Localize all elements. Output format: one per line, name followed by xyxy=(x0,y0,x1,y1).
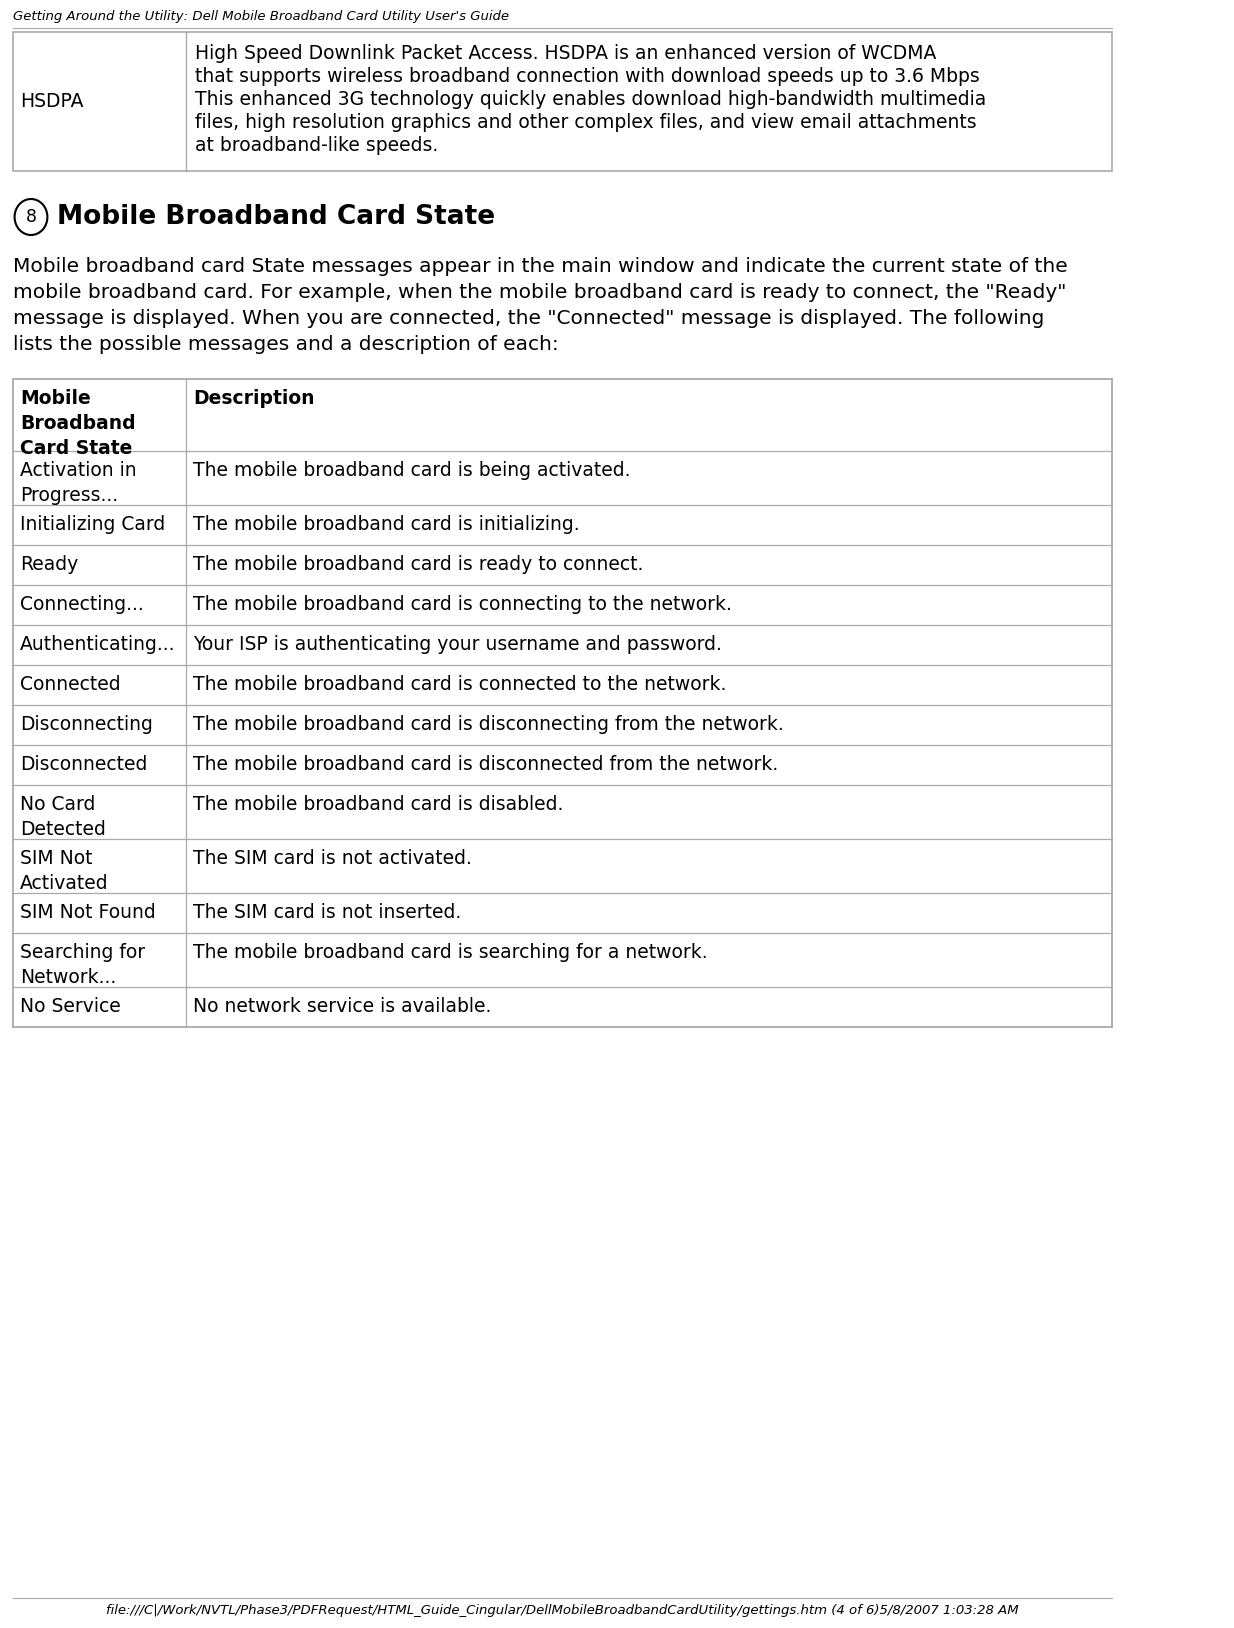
Text: No Card
Detected: No Card Detected xyxy=(20,794,106,838)
Text: files, high resolution graphics and other complex files, and view email attachme: files, high resolution graphics and othe… xyxy=(195,112,976,132)
Text: The mobile broadband card is connecting to the network.: The mobile broadband card is connecting … xyxy=(194,594,732,614)
Text: Connected: Connected xyxy=(20,676,121,694)
Text: at broadband-like speeds.: at broadband-like speeds. xyxy=(195,137,438,155)
Text: The mobile broadband card is searching for a network.: The mobile broadband card is searching f… xyxy=(194,943,708,962)
Text: The mobile broadband card is disconnected from the network.: The mobile broadband card is disconnecte… xyxy=(194,755,779,773)
Text: Authenticating...: Authenticating... xyxy=(20,635,175,654)
Text: Disconnected: Disconnected xyxy=(20,755,147,773)
Text: file:///C|/Work/NVTL/Phase3/PDFRequest/HTML_Guide_Cingular/DellMobileBroadbandCa: file:///C|/Work/NVTL/Phase3/PDFRequest/H… xyxy=(106,1604,1019,1617)
Text: The SIM card is not inserted.: The SIM card is not inserted. xyxy=(194,904,462,921)
Text: This enhanced 3G technology quickly enables download high-bandwidth multimedia: This enhanced 3G technology quickly enab… xyxy=(195,90,986,109)
Text: Initializing Card: Initializing Card xyxy=(20,514,165,534)
Text: Mobile broadband card State messages appear in the main window and indicate the : Mobile broadband card State messages app… xyxy=(12,257,1067,277)
Text: The mobile broadband card is ready to connect.: The mobile broadband card is ready to co… xyxy=(194,555,644,575)
Text: that supports wireless broadband connection with download speeds up to 3.6 Mbps: that supports wireless broadband connect… xyxy=(195,67,980,86)
Text: SIM Not
Activated: SIM Not Activated xyxy=(20,848,109,894)
Text: SIM Not Found: SIM Not Found xyxy=(20,904,155,921)
Text: No network service is available.: No network service is available. xyxy=(194,996,491,1016)
Text: 8: 8 xyxy=(26,208,37,226)
Text: The mobile broadband card is disconnecting from the network.: The mobile broadband card is disconnecti… xyxy=(194,715,784,734)
Text: HSDPA: HSDPA xyxy=(20,93,84,111)
Text: The mobile broadband card is disabled.: The mobile broadband card is disabled. xyxy=(194,794,564,814)
Text: Getting Around the Utility: Dell Mobile Broadband Card Utility User's Guide: Getting Around the Utility: Dell Mobile … xyxy=(12,10,508,23)
Text: The mobile broadband card is being activated.: The mobile broadband card is being activ… xyxy=(194,461,631,480)
Text: Your ISP is authenticating your username and password.: Your ISP is authenticating your username… xyxy=(194,635,722,654)
Text: The SIM card is not activated.: The SIM card is not activated. xyxy=(194,848,473,868)
Text: Connecting...: Connecting... xyxy=(20,594,144,614)
Text: Ready: Ready xyxy=(20,555,78,575)
Text: Description: Description xyxy=(194,389,315,409)
Text: Activation in
Progress...: Activation in Progress... xyxy=(20,461,137,505)
Text: High Speed Downlink Packet Access. HSDPA is an enhanced version of WCDMA: High Speed Downlink Packet Access. HSDPA… xyxy=(195,44,937,63)
Text: message is displayed. When you are connected, the "Connected" message is display: message is displayed. When you are conne… xyxy=(12,309,1044,327)
Text: mobile broadband card. For example, when the mobile broadband card is ready to c: mobile broadband card. For example, when… xyxy=(12,283,1066,303)
Text: Mobile
Broadband
Card State: Mobile Broadband Card State xyxy=(20,389,136,457)
Text: No Service: No Service xyxy=(20,996,121,1016)
Text: Disconnecting: Disconnecting xyxy=(20,715,153,734)
Text: The mobile broadband card is initializing.: The mobile broadband card is initializin… xyxy=(194,514,580,534)
Text: Mobile Broadband Card State: Mobile Broadband Card State xyxy=(57,204,495,230)
Text: The mobile broadband card is connected to the network.: The mobile broadband card is connected t… xyxy=(194,676,727,694)
Text: Searching for
Network...: Searching for Network... xyxy=(20,943,146,987)
Text: lists the possible messages and a description of each:: lists the possible messages and a descri… xyxy=(12,335,559,353)
